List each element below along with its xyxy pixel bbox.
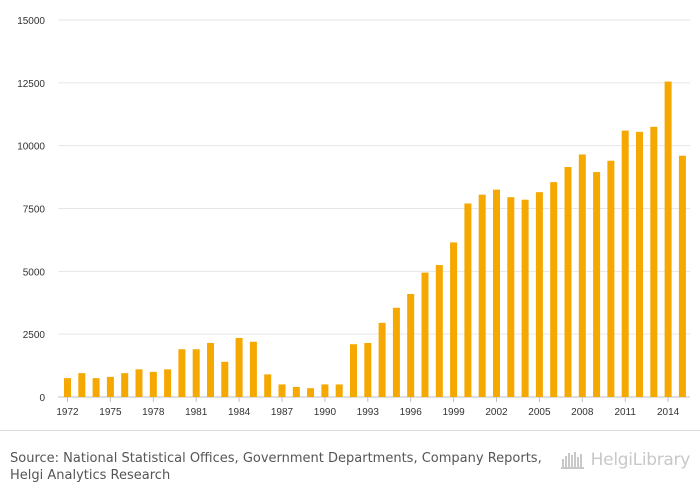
y-tick-label: 0 bbox=[39, 393, 45, 404]
y-tick-label: 10000 bbox=[17, 142, 45, 153]
y-tick-label: 7500 bbox=[23, 205, 46, 216]
bar-1980[interactable] bbox=[178, 349, 186, 397]
x-tick-label: 1996 bbox=[400, 407, 423, 418]
y-tick-label: 12500 bbox=[17, 79, 45, 90]
x-tick-label: 2008 bbox=[571, 407, 594, 418]
brand-logo[interactable]: HelgiLibrary bbox=[560, 449, 691, 471]
bar-2001[interactable] bbox=[478, 194, 486, 397]
bar-1979[interactable] bbox=[164, 369, 172, 397]
x-tick-label: 2011 bbox=[614, 407, 636, 418]
bar-1982[interactable] bbox=[207, 342, 214, 397]
bar-1992[interactable] bbox=[350, 344, 357, 397]
x-tick-label: 1999 bbox=[442, 407, 465, 418]
bar-1994[interactable] bbox=[378, 322, 386, 397]
bar-1995[interactable] bbox=[392, 307, 400, 397]
bar-1996[interactable] bbox=[407, 293, 415, 397]
bar-1977[interactable] bbox=[135, 369, 143, 397]
bar-1984[interactable] bbox=[235, 337, 243, 397]
y-tick-label: 15000 bbox=[17, 16, 45, 27]
bar-1975[interactable] bbox=[106, 376, 114, 397]
bar-2005[interactable] bbox=[535, 192, 543, 397]
bar-2012[interactable] bbox=[636, 131, 643, 398]
bar-1993[interactable] bbox=[364, 342, 372, 397]
x-tick-label: 1981 bbox=[185, 407, 208, 418]
bar-2004[interactable] bbox=[521, 199, 529, 397]
x-tick-label: 1978 bbox=[142, 407, 165, 418]
bar-1997[interactable] bbox=[421, 272, 429, 397]
bar-2009[interactable] bbox=[593, 172, 601, 397]
footer: Source: National Statistical Offices, Go… bbox=[0, 430, 700, 500]
chart-area: 0 2500 5000 7500 10000 12500 15000 1972 1975 1978… bbox=[17, 16, 690, 418]
bar-1972[interactable] bbox=[64, 378, 71, 397]
x-tick-label: 2005 bbox=[528, 407, 551, 418]
bar-1990[interactable] bbox=[321, 384, 329, 397]
x-tick-label: 1984 bbox=[228, 407, 251, 418]
x-tick-label: 1972 bbox=[56, 407, 79, 418]
bar-2002[interactable] bbox=[493, 189, 500, 397]
x-tick-label: 2014 bbox=[657, 407, 680, 418]
y-tick-label: 5000 bbox=[23, 267, 46, 278]
bar-1998[interactable] bbox=[435, 265, 443, 397]
x-tick-label: 1987 bbox=[271, 407, 294, 418]
bar-1973[interactable] bbox=[78, 373, 86, 397]
source-text: Source: National Statistical Offices, Go… bbox=[10, 451, 542, 483]
bar-1985[interactable] bbox=[249, 341, 257, 397]
helgi-library-logo-icon bbox=[560, 452, 584, 469]
bar-1978[interactable] bbox=[149, 371, 157, 397]
bar-1976[interactable] bbox=[121, 373, 129, 397]
bar-1974[interactable] bbox=[92, 378, 100, 397]
brand-name: HelgiLibrary bbox=[590, 450, 691, 470]
bar-2000[interactable] bbox=[464, 203, 472, 397]
bar-2013[interactable] bbox=[650, 126, 658, 398]
bar-chart: 0 2500 5000 7500 10000 12500 15000 1972 1975 1978… bbox=[17, 16, 690, 418]
bar-2011[interactable] bbox=[621, 130, 629, 397]
bar-2015[interactable] bbox=[678, 155, 686, 397]
bar-1981[interactable] bbox=[192, 349, 200, 397]
x-tick-label: 1993 bbox=[357, 407, 380, 418]
bar-1991[interactable] bbox=[335, 384, 343, 397]
bar-2006[interactable] bbox=[550, 182, 558, 397]
y-tick-label: 2500 bbox=[23, 330, 46, 341]
bar-2007[interactable] bbox=[564, 167, 572, 397]
x-tick-label: 1975 bbox=[99, 407, 122, 418]
bar-2010[interactable] bbox=[607, 160, 615, 397]
bar-1986[interactable] bbox=[264, 374, 272, 397]
x-tick-label: 1990 bbox=[314, 407, 337, 418]
bar-2008[interactable] bbox=[578, 154, 586, 397]
x-tick-label: 2002 bbox=[485, 407, 508, 418]
bar-1983[interactable] bbox=[221, 361, 229, 397]
bar-1987[interactable] bbox=[278, 384, 286, 397]
bar-1999[interactable] bbox=[450, 242, 458, 397]
bar-2003[interactable] bbox=[507, 197, 515, 397]
bar-2014[interactable] bbox=[664, 81, 672, 398]
bar-1989[interactable] bbox=[307, 388, 315, 397]
bar-1988[interactable] bbox=[292, 386, 300, 397]
